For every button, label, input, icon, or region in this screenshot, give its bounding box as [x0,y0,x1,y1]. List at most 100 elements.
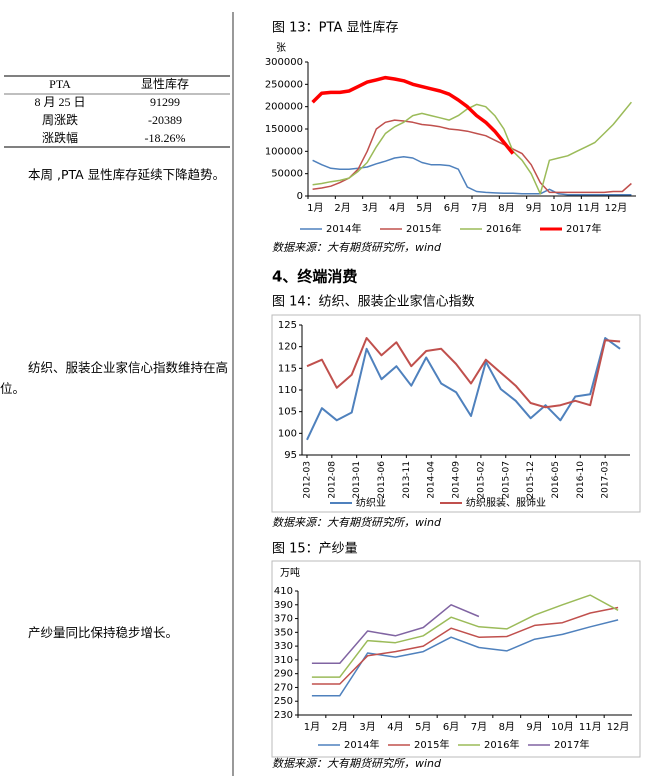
x-tick-label: 10月 [550,202,573,214]
legend-label: 2014年 [326,222,361,235]
legend-label: 2016年 [484,738,519,751]
table-cell: 8 月 25 日 [34,95,85,109]
y-tick-label: 390 [274,600,293,611]
y-tick-label: 250 [274,696,293,707]
series-line [311,604,480,665]
table-cell: 91299 [150,95,180,109]
y-tick-label: 0 [297,191,303,202]
y-tick-label: 250000 [265,79,303,90]
x-tick-label: 8月 [498,202,514,214]
x-tick-label: 2013-11 [402,461,412,499]
x-tick-label: 12月 [605,202,628,214]
section-heading: 4、终端消费 [272,268,357,286]
legend-label: 2014年 [344,738,379,751]
table-cell: -18.26% [145,131,186,145]
figure-source: 数据来源：大有期货研究所，wind [272,516,442,529]
legend-label: 纺织服装、服饰业 [466,496,546,509]
legend-label: 2015年 [406,222,441,235]
y-tick-label: 370 [274,614,293,625]
y-tick-label: 100000 [265,146,303,157]
series-line [306,337,621,441]
note: 纺织、服装企业家信心指数维持在高位。 [0,360,229,396]
y-tick-label: 115 [278,363,297,374]
table-header: 显性库存 [141,76,189,91]
x-tick-label: 2012-03 [302,461,312,499]
x-tick-label: 8月 [499,721,515,733]
x-tick-label: 2016-10 [576,461,586,499]
x-tick-label: 9月 [526,721,542,733]
y-tick-label: 300000 [265,57,303,68]
x-tick-label: 4月 [387,721,403,733]
legend-label: 2015年 [414,738,449,751]
x-tick-label: 12月 [607,721,630,733]
legend-label: 2017年 [554,738,589,751]
x-tick-label: 11月 [579,721,602,733]
x-tick-label: 2013-06 [377,461,387,499]
series-line [311,594,619,678]
x-tick-label: 5月 [416,202,432,214]
y-axis-label: 张 [276,42,286,54]
x-tick-label: 2014-09 [452,461,462,499]
table-header: PTA [49,77,71,91]
y-tick-label: 310 [274,655,293,666]
x-tick-label: 3月 [362,202,378,214]
y-tick-label: 50000 [271,169,303,180]
series-line [312,155,632,196]
figure-caption: 图 14：纺织、服装企业家信心指数 [272,294,475,310]
x-tick-label: 6月 [444,202,460,214]
x-tick-label: 5月 [415,721,431,733]
x-tick-label: 2015-07 [501,461,511,499]
legend-label: 2016年 [486,222,521,235]
x-tick-label: 2月 [334,202,350,214]
x-tick-label: 10月 [551,721,574,733]
chart-frame [271,314,641,513]
figure-caption: 图 13：PTA 显性库存 [272,20,398,36]
x-tick-label: 1月 [304,721,320,733]
y-tick-label: 150000 [265,124,303,135]
x-tick-label: 2012-08 [327,461,337,499]
x-tick-label: 2015-12 [526,461,536,499]
x-tick-label: 6月 [443,721,459,733]
series-line [312,119,632,194]
x-tick-label: 9月 [526,202,542,214]
y-tick-label: 290 [274,669,293,680]
x-tick-label: 7月 [471,202,487,214]
series-line [312,101,632,195]
x-tick-label: 3月 [359,721,375,733]
y-tick-label: 120 [278,342,297,353]
y-tick-label: 330 [274,641,293,652]
y-tick-label: 410 [274,586,293,597]
y-tick-label: 270 [274,682,293,693]
table-cell: -20389 [148,113,182,127]
y-tick-label: 95 [284,450,297,461]
x-tick-label: 2013-01 [352,461,362,499]
y-tick-label: 200000 [265,102,303,113]
y-tick-label: 100 [278,428,297,439]
x-tick-label: 11月 [577,202,600,214]
series-line [311,75,515,155]
y-axis-label: 万吨 [280,566,300,579]
x-tick-label: 2017-03 [601,461,611,499]
note: 产纱量同比保持稳步增长。 [28,625,179,640]
chart-frame [271,560,641,758]
series-line [306,337,621,409]
x-tick-label: 4月 [389,202,405,214]
y-tick-label: 350 [274,627,293,638]
series-line [311,619,619,697]
y-tick-label: 110 [278,385,297,396]
series-line [311,606,619,685]
figure-source: 数据来源：大有期货研究所，wind [272,757,442,770]
x-tick-label: 7月 [471,721,487,733]
y-tick-label: 105 [278,407,297,418]
table-cell: 涨跌幅 [42,130,78,145]
x-tick-label: 2月 [332,721,348,733]
legend-label: 纺织业 [356,496,386,509]
x-tick-label: 2016-05 [551,461,561,499]
y-tick-label: 125 [278,320,297,331]
x-tick-label: 1月 [307,202,323,214]
table-cell: 周涨跌 [42,112,78,127]
y-tick-label: 230 [274,710,293,721]
figure-source: 数据来源：大有期货研究所，wind [272,241,442,254]
